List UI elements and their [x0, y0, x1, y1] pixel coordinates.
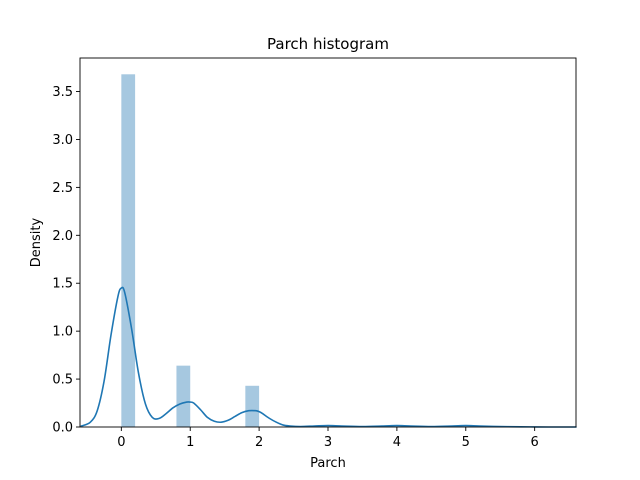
y-tick-label: 3.5: [52, 85, 73, 100]
y-tick-label: 3.0: [52, 133, 73, 148]
y-tick-label: 1.0: [52, 325, 73, 340]
histogram-bar-0: [121, 74, 136, 427]
x-tick-label: 1: [186, 435, 194, 450]
histogram-bar-2: [245, 385, 260, 427]
histogram-bars: [121, 74, 260, 427]
plot-frame: [79, 57, 577, 428]
y-tick-label: 2.5: [52, 181, 73, 196]
chart-title: Parch histogram: [267, 35, 389, 53]
kde-curve: [80, 286, 577, 428]
x-axis-label: Parch: [310, 456, 346, 471]
x-axis-ticks: 0 1 2 3 4 5 6: [117, 427, 539, 450]
y-tick-label: 0.5: [52, 373, 73, 388]
y-axis-ticks: 0.0 0.5 1.0 1.5 2.0 2.5 3.0 3.5: [52, 85, 80, 436]
x-tick-label: 6: [531, 435, 539, 450]
histogram-bar-1: [176, 365, 191, 427]
y-tick-label: 1.5: [52, 277, 73, 292]
y-tick-label: 2.0: [52, 229, 73, 244]
kde-curve-layer: [80, 286, 577, 428]
y-axis-label: Density: [29, 217, 44, 267]
x-tick-label: 4: [393, 435, 401, 450]
x-tick-label: 5: [462, 435, 470, 450]
x-tick-label: 2: [255, 435, 263, 450]
x-tick-label: 3: [324, 435, 332, 450]
y-tick-label: 0.0: [52, 421, 73, 436]
x-tick-label: 0: [117, 435, 125, 450]
